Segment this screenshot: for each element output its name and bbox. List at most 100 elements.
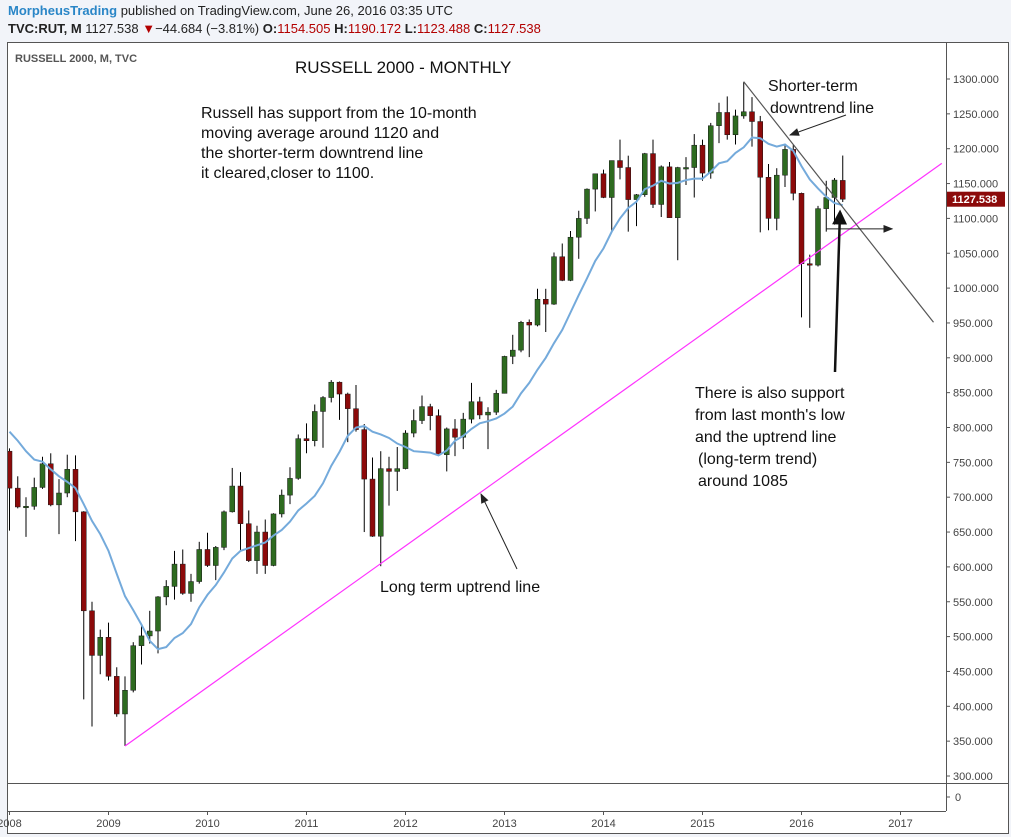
comment-line: it cleared,closer to 1100. [201,165,375,182]
candle-body-down [757,121,763,178]
candle-body-up [221,511,227,548]
candle [650,139,656,208]
open-label: O: [262,21,278,36]
candle [31,477,37,510]
support-label-arrow [832,209,848,373]
candle [576,210,582,259]
candle-body-down [81,511,87,612]
candle-body-up [147,630,153,637]
low-label: L: [404,21,417,36]
candle [658,165,664,218]
candle-body-up [287,478,293,496]
downtrend-label-arrow [789,114,847,136]
candle [163,580,169,606]
candle [56,479,62,535]
candle-body-up [683,167,689,170]
candle [485,407,491,450]
y-tick-label: 300.000 [953,771,993,783]
y-tick-label: 350.000 [953,736,993,748]
candle [501,355,508,394]
candle-body-down [361,429,367,480]
candle-body-up [56,492,62,506]
candle-body-down [765,177,772,219]
y-tick-label: 850.000 [953,388,993,400]
candle [237,472,244,551]
change: −44.684 (−3.81%) [155,21,260,36]
candle-body-up [295,438,301,479]
candle-body-down [650,153,656,205]
candle [180,549,186,595]
candle-body-up [501,356,508,394]
close-label: C: [473,21,488,36]
candle [493,389,499,415]
y-tick-label: 1150.000 [953,179,998,191]
candle-body-up [741,111,747,117]
candle-body-down [798,193,805,264]
price-axis[interactable]: 300.000 350.000 400.000 450.000 500.000 550.0… [946,74,999,783]
candle [303,423,310,454]
high-value: 1190.172 [347,21,402,36]
candle [510,334,516,365]
candle [782,145,788,188]
y-tick-label: 1200.000 [953,144,999,156]
y-tick-label: 550.000 [953,597,993,609]
candle-body-up [691,144,697,168]
candle-body-down [72,469,79,513]
last-price-marker: 1127.538 [947,191,1005,207]
x-tick-label: 2010 [195,818,219,830]
candle-body-up [675,167,681,218]
triangle-down-icon: ▼ [142,21,156,36]
candle-body-down [89,610,95,656]
candle-body-up [39,463,46,488]
candle-body-down [617,160,623,168]
candle [295,434,301,480]
candle-body-up [279,494,285,515]
candle [518,320,524,353]
annotation-line: Shorter-term [768,78,858,95]
candle [699,139,706,181]
candle [559,243,565,282]
annotation-line: (long-term trend) [698,451,818,468]
candle [741,81,747,119]
candle-body-up [320,397,326,412]
candle-body-down [807,263,813,266]
candle [188,573,194,602]
time-axis[interactable]: 2008 2009 2010 2011 2012 2013 2014 2015 2016 2017 [0,811,913,830]
y-tick-label: 500.000 [953,632,993,644]
publisher-link[interactable]: MorpheusTrading [8,3,118,18]
candle [807,254,813,328]
annotation-line: and the uptrend line [695,429,837,446]
support-annotation: There is also support from last month's … [695,383,845,493]
high-label: H: [334,21,348,36]
publish-info: MorpheusTrading published on TradingView… [8,3,453,18]
x-tick-label: 2013 [492,818,516,830]
uptrend-annotation: Long term uptrend line [380,579,541,596]
candle-body-up [782,149,788,176]
x-tick-label: 2011 [295,818,319,830]
candle-body-up [31,487,37,507]
published-text: published on TradingView.com, June 26, 2… [120,3,453,18]
candle-body-up [584,188,590,219]
candle-body-up [163,586,169,598]
candle [435,409,442,456]
y-tick-label: 900.000 [953,353,993,365]
y-tick-label: 400.000 [953,701,993,713]
comment-annotation: Russell has support from the 10-month mo… [201,104,477,184]
comment-line: the shorter-term downtrend line [201,145,424,162]
candle [229,467,235,513]
candle-body-down [180,563,186,594]
candle-body-up [402,432,409,469]
candle-body-down [452,428,458,438]
downtrend-line[interactable] [743,81,934,323]
y-tick-label: 1050.000 [953,248,999,260]
candle-body-down [666,166,673,218]
candle [840,155,846,203]
candle [790,145,796,201]
uptrend-line[interactable] [124,162,943,747]
candle [114,667,120,717]
symbol: TVC:RUT, M [8,21,82,36]
candle-body-up [122,690,128,715]
candle [592,173,598,212]
candle-body-up [460,418,466,438]
